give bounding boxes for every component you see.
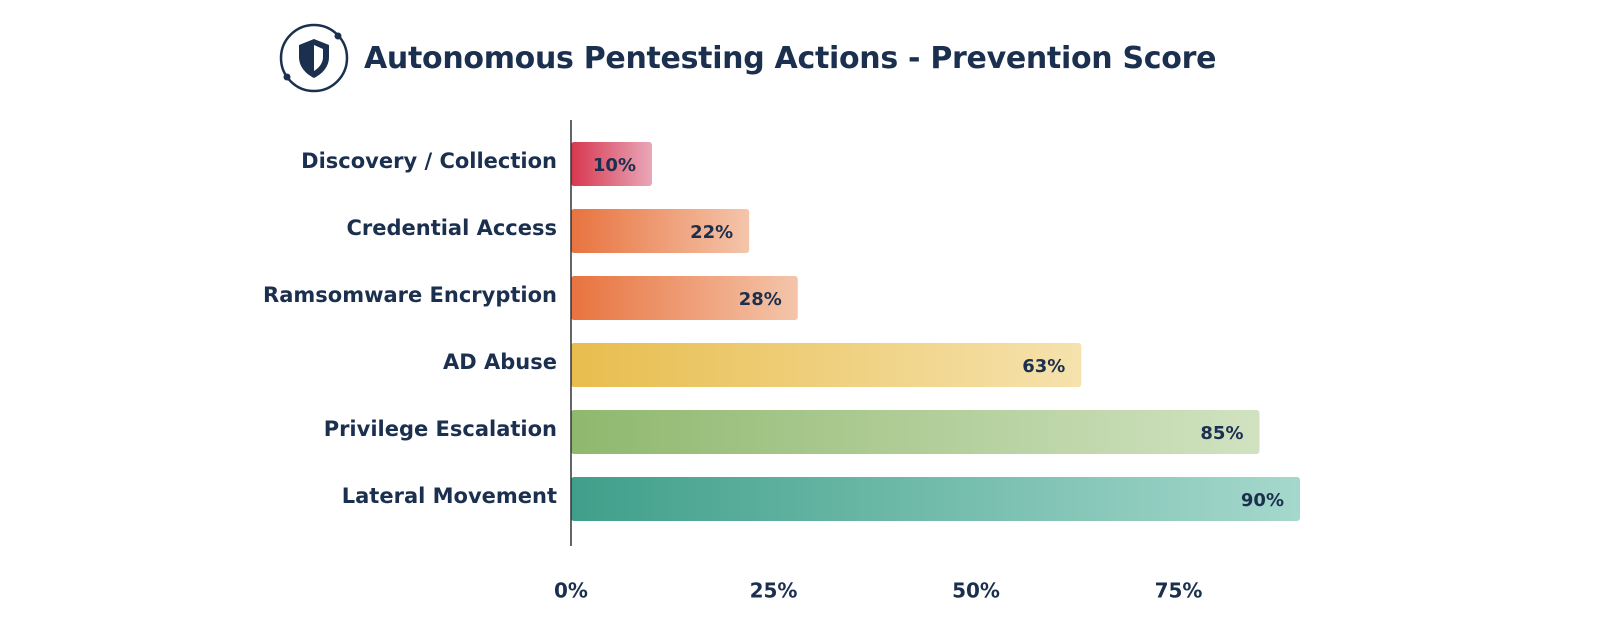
value-label: 10% bbox=[593, 155, 636, 176]
value-label: 28% bbox=[739, 289, 782, 310]
value-label: 63% bbox=[1022, 356, 1065, 377]
category-label: Lateral Movement bbox=[342, 484, 557, 508]
bar-privilege-escalation bbox=[571, 410, 1260, 454]
category-label: Privilege Escalation bbox=[324, 417, 557, 441]
bar-ad-abuse bbox=[571, 343, 1082, 387]
bar-lateral-movement bbox=[571, 477, 1300, 521]
chart-title: Autonomous Pentesting Actions - Preventi… bbox=[364, 40, 1217, 76]
category-label: Credential Access bbox=[346, 216, 557, 240]
category-label: Ramsomware Encryption bbox=[263, 283, 557, 307]
x-tick-label: 0% bbox=[554, 579, 588, 603]
shield-icon bbox=[279, 23, 349, 93]
x-axis-ticks: 0% 25% 50% 75% bbox=[554, 579, 1202, 603]
bars-group: Discovery / Collection 10% Credential Acce… bbox=[263, 142, 1300, 521]
x-tick-label: 25% bbox=[750, 579, 798, 603]
category-label: Discovery / Collection bbox=[301, 149, 557, 173]
category-label: AD Abuse bbox=[443, 350, 557, 374]
bar-credential-access bbox=[571, 209, 750, 253]
chart-header: Autonomous Pentesting Actions - Preventi… bbox=[278, 22, 1216, 94]
x-tick-label: 50% bbox=[952, 579, 1000, 603]
x-tick-label: 75% bbox=[1155, 579, 1203, 603]
bar-ramsomware-encryption bbox=[571, 276, 798, 320]
value-label: 22% bbox=[690, 222, 733, 243]
bar-discovery-collection bbox=[571, 142, 652, 186]
value-label: 85% bbox=[1200, 423, 1243, 444]
value-label: 90% bbox=[1241, 490, 1284, 511]
